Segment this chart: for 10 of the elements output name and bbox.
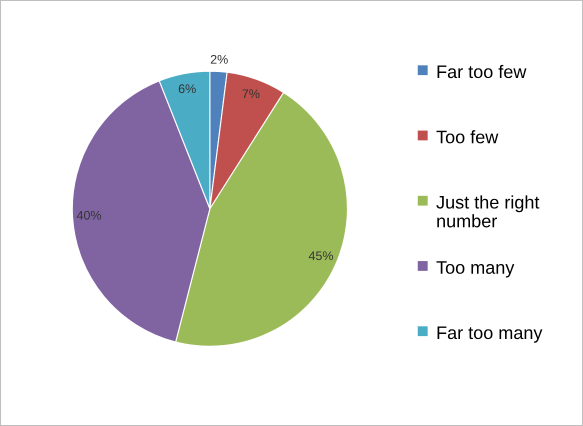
- data-label: 7%: [242, 89, 260, 98]
- data-label: 2%: [210, 54, 228, 64]
- data-label: 6%: [178, 84, 196, 94]
- legend-label: Just the right number: [436, 195, 540, 228]
- data-label: 45%: [308, 251, 334, 260]
- legend-label: Far too many: [438, 326, 542, 343]
- data-label: 40%: [76, 210, 102, 220]
- legend-label: Too many: [436, 261, 514, 278]
- legend-label: Too few: [436, 130, 498, 144]
- legend-label: Far too few: [438, 64, 526, 78]
